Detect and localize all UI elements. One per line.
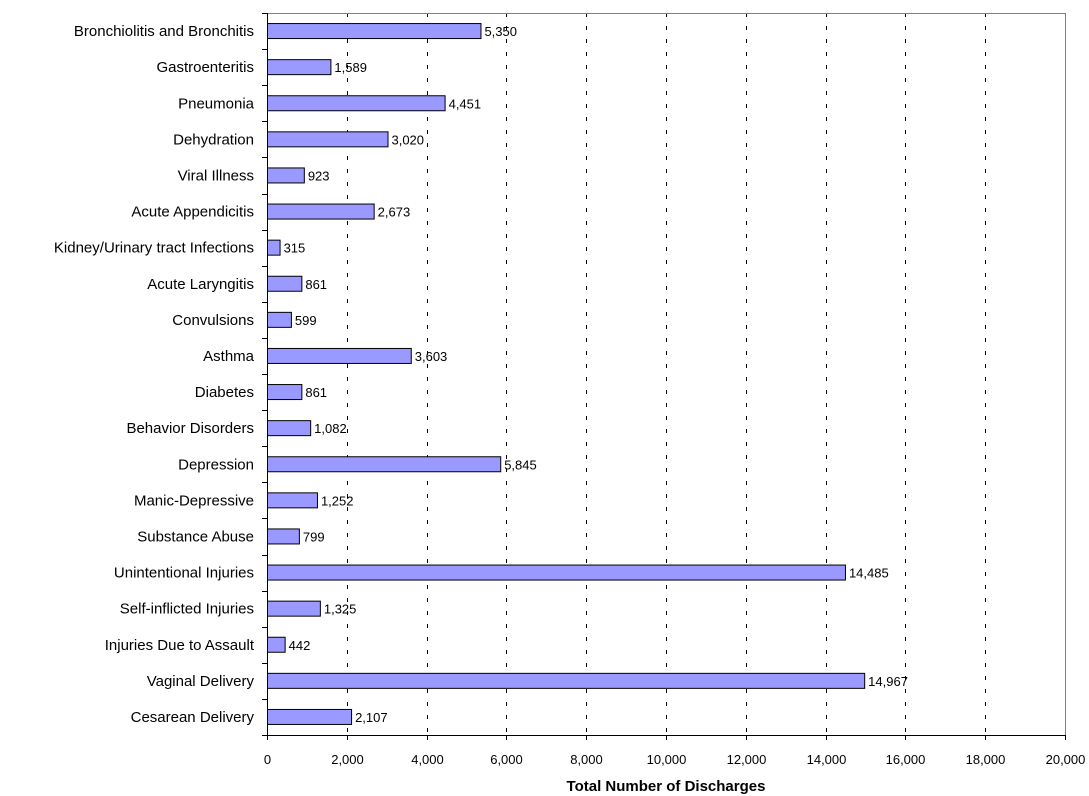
category-label: Dehydration xyxy=(173,131,254,148)
bar xyxy=(267,384,303,401)
category-label: Viral Illness xyxy=(178,167,254,184)
data-label: 5,845 xyxy=(504,457,537,472)
bar xyxy=(267,275,303,292)
axes xyxy=(262,13,1066,740)
x-tick-label: 18,000 xyxy=(966,752,1006,767)
bar xyxy=(267,492,318,509)
category-labels: Bronchiolitis and Bronchitis Gastroenteri… xyxy=(54,23,255,726)
data-label: 599 xyxy=(295,313,317,328)
bar xyxy=(267,311,292,328)
category-label: Cesarean Delivery xyxy=(131,709,255,726)
category-label: Kidney/Urinary tract Infections xyxy=(54,240,254,257)
data-label: 923 xyxy=(308,168,330,183)
x-tick-label: 0 xyxy=(264,752,271,767)
data-label: 2,673 xyxy=(378,205,411,220)
data-label: 861 xyxy=(305,385,327,400)
category-label: Pneumonia xyxy=(178,95,255,112)
bar xyxy=(267,456,502,473)
bar xyxy=(267,600,321,617)
data-label: 3,603 xyxy=(415,349,448,364)
x-axis-title: Total Number of Discharges xyxy=(567,778,766,795)
bar xyxy=(267,636,286,653)
data-label: 861 xyxy=(305,277,327,292)
data-label: 4,451 xyxy=(449,96,482,111)
data-labels: 5,350 1,589 4,451 3,020 923 2,673 315 861 599 3,6… xyxy=(284,24,908,725)
bar xyxy=(267,59,332,76)
data-label: 3,020 xyxy=(391,132,424,147)
data-label: 442 xyxy=(289,638,311,653)
x-tick-label: 14,000 xyxy=(807,752,847,767)
category-label: Acute Laryngitis xyxy=(147,276,254,293)
x-tick-label: 8,000 xyxy=(570,752,603,767)
bar xyxy=(267,708,353,725)
category-label: Vaginal Delivery xyxy=(147,673,255,690)
x-tick-label: 10,000 xyxy=(647,752,687,767)
bar xyxy=(267,203,375,220)
category-label: Unintentional Injuries xyxy=(114,565,254,582)
category-label: Depression xyxy=(178,456,254,473)
x-tick-label: 4,000 xyxy=(411,752,444,767)
data-label: 799 xyxy=(303,529,325,544)
x-tick-label: 20,000 xyxy=(1046,752,1086,767)
bar xyxy=(267,564,846,581)
bar xyxy=(267,528,300,545)
bar xyxy=(267,23,482,40)
data-label: 1,325 xyxy=(324,602,357,617)
data-label: 1,589 xyxy=(334,60,367,75)
bar xyxy=(267,672,866,689)
data-label: 5,350 xyxy=(484,24,517,39)
category-label: Acute Appendicitis xyxy=(131,204,254,221)
category-label: Injuries Due to Assault xyxy=(105,637,255,654)
data-label: 14,485 xyxy=(849,566,889,581)
x-tick-label: 12,000 xyxy=(727,752,767,767)
category-label: Convulsions xyxy=(172,312,254,329)
data-label: 2,107 xyxy=(355,710,388,725)
category-label: Diabetes xyxy=(195,384,254,401)
bar xyxy=(267,239,281,256)
bar xyxy=(267,131,389,148)
category-label: Self-inflicted Injuries xyxy=(120,601,254,618)
bars xyxy=(267,23,866,725)
x-tick-labels: 0 2,000 4,000 6,000 8,000 10,000 12,000 14,000 1… xyxy=(264,752,1086,767)
category-label: Gastroenteritis xyxy=(156,59,254,76)
category-label: Bronchiolitis and Bronchitis xyxy=(74,23,254,40)
category-label: Manic-Depressive xyxy=(134,492,254,509)
category-label: Behavior Disorders xyxy=(126,420,254,437)
bar xyxy=(267,95,446,112)
x-tick-label: 2,000 xyxy=(331,752,364,767)
x-tick-label: 6,000 xyxy=(490,752,523,767)
x-tick-label: 16,000 xyxy=(886,752,926,767)
grid-lines xyxy=(347,13,1066,735)
bar xyxy=(267,420,312,437)
data-label: 14,967 xyxy=(868,674,908,689)
data-label: 1,082 xyxy=(314,421,347,436)
category-label: Substance Abuse xyxy=(137,528,254,545)
bar xyxy=(267,167,305,184)
bar xyxy=(267,347,412,364)
data-label: 1,252 xyxy=(321,493,354,508)
category-label: Asthma xyxy=(203,348,255,365)
data-label: 315 xyxy=(284,241,306,256)
